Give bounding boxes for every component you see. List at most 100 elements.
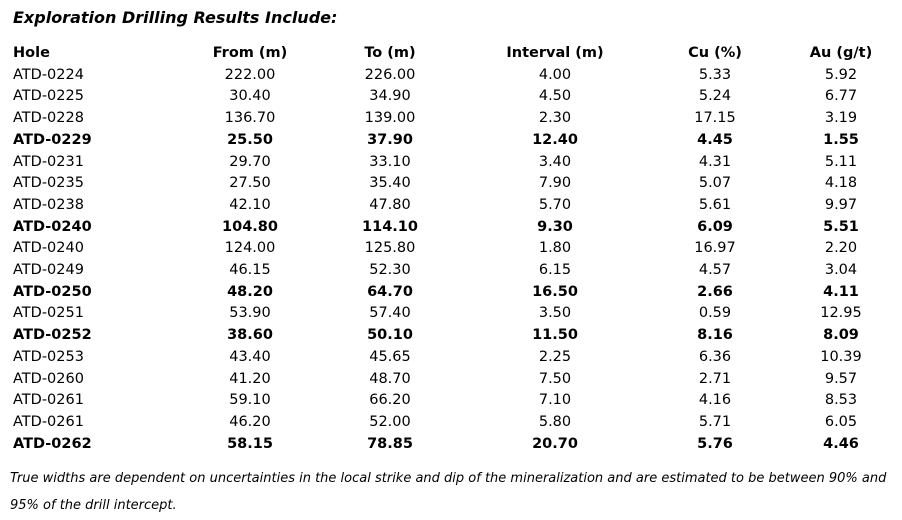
cell-hole: ATD-0249 bbox=[13, 262, 84, 279]
table-row: ATD-0238 42.10 47.80 5.70 5.61 9.97 bbox=[0, 195, 902, 217]
cell-from: 29.70 bbox=[229, 153, 271, 170]
cell-cu: 4.45 bbox=[697, 131, 733, 148]
cell-cu: 0.59 bbox=[698, 305, 732, 322]
cell-au: 9.57 bbox=[824, 370, 858, 387]
cell-from: 53.90 bbox=[229, 305, 271, 322]
cell-interval: 3.50 bbox=[538, 305, 572, 322]
cell-interval: 5.80 bbox=[538, 413, 572, 430]
cell-interval: 2.25 bbox=[538, 348, 572, 365]
cell-cu: 6.09 bbox=[697, 218, 733, 235]
drilling-results-table: Hole From (m) To (m) Interval (m) Cu (%)… bbox=[0, 43, 902, 455]
table-row: ATD-0260 41.20 48.70 7.50 2.71 9.57 bbox=[0, 369, 902, 391]
cell-from: 136.70 bbox=[224, 110, 276, 127]
cell-from: 58.15 bbox=[227, 435, 273, 452]
cell-interval: 20.70 bbox=[532, 435, 578, 452]
cell-hole: ATD-0224 bbox=[13, 66, 84, 83]
table-row: ATD-0240 104.80 114.10 9.30 6.09 5.51 bbox=[0, 217, 902, 239]
cell-cu: 16.97 bbox=[694, 240, 736, 257]
col-header-from: From (m) bbox=[212, 45, 288, 61]
cell-cu: 4.31 bbox=[698, 153, 732, 170]
cell-hole: ATD-0228 bbox=[13, 110, 84, 127]
table-row: ATD-0253 43.40 45.65 2.25 6.36 10.39 bbox=[0, 347, 902, 369]
table-header-row: Hole From (m) To (m) Interval (m) Cu (%)… bbox=[0, 43, 902, 65]
table-row: ATD-0262 58.15 78.85 20.70 5.76 4.46 bbox=[0, 434, 902, 456]
cell-au: 4.11 bbox=[823, 283, 859, 300]
cell-from: 124.00 bbox=[224, 240, 276, 257]
cell-au: 5.11 bbox=[824, 153, 858, 170]
cell-to: 52.30 bbox=[369, 262, 411, 279]
cell-to: 37.90 bbox=[367, 131, 413, 148]
cell-from: 46.15 bbox=[229, 262, 271, 279]
cell-au: 5.92 bbox=[824, 66, 858, 83]
cell-to: 48.70 bbox=[369, 370, 411, 387]
cell-cu: 5.61 bbox=[698, 196, 732, 213]
cell-interval: 7.10 bbox=[538, 392, 572, 409]
cell-au: 3.19 bbox=[824, 110, 858, 127]
cell-cu: 5.07 bbox=[698, 175, 732, 192]
cell-cu: 8.16 bbox=[697, 327, 733, 344]
table-row: ATD-0261 46.20 52.00 5.80 5.71 6.05 bbox=[0, 412, 902, 434]
cell-cu: 5.71 bbox=[698, 413, 732, 430]
cell-to: 78.85 bbox=[367, 435, 413, 452]
cell-to: 52.00 bbox=[369, 413, 411, 430]
cell-hole: ATD-0261 bbox=[13, 392, 84, 409]
cell-from: 25.50 bbox=[227, 131, 273, 148]
col-header-hole: Hole bbox=[13, 45, 50, 61]
cell-au: 2.20 bbox=[824, 240, 858, 257]
cell-hole: ATD-0240 bbox=[13, 240, 84, 257]
cell-cu: 5.76 bbox=[697, 435, 733, 452]
cell-au: 5.51 bbox=[823, 218, 859, 235]
table-row: ATD-0228 136.70 139.00 2.30 17.15 3.19 bbox=[0, 108, 902, 130]
table-row: ATD-0252 38.60 50.10 11.50 8.16 8.09 bbox=[0, 325, 902, 347]
cell-au: 3.04 bbox=[824, 262, 858, 279]
cell-to: 139.00 bbox=[364, 110, 416, 127]
cell-interval: 7.50 bbox=[538, 370, 572, 387]
cell-to: 64.70 bbox=[367, 283, 413, 300]
table-row: ATD-0250 48.20 64.70 16.50 2.66 4.11 bbox=[0, 282, 902, 304]
col-header-interval: Interval (m) bbox=[506, 45, 604, 61]
cell-au: 1.55 bbox=[823, 131, 859, 148]
cell-au: 12.95 bbox=[820, 305, 862, 322]
cell-from: 38.60 bbox=[227, 327, 273, 344]
table-row: ATD-0251 53.90 57.40 3.50 0.59 12.95 bbox=[0, 303, 902, 325]
cell-au: 6.77 bbox=[824, 88, 858, 105]
cell-au: 8.09 bbox=[823, 327, 859, 344]
cell-interval: 6.15 bbox=[538, 262, 572, 279]
cell-interval: 16.50 bbox=[532, 283, 578, 300]
cell-hole: ATD-0253 bbox=[13, 348, 84, 365]
cell-interval: 11.50 bbox=[532, 327, 578, 344]
table-row: ATD-0229 25.50 37.90 12.40 4.45 1.55 bbox=[0, 130, 902, 152]
cell-to: 34.90 bbox=[369, 88, 411, 105]
cell-hole: ATD-0252 bbox=[13, 327, 92, 344]
cell-au: 8.53 bbox=[824, 392, 858, 409]
cell-to: 226.00 bbox=[364, 66, 416, 83]
table-row: ATD-0235 27.50 35.40 7.90 5.07 4.18 bbox=[0, 173, 902, 195]
table-row: ATD-0261 59.10 66.20 7.10 4.16 8.53 bbox=[0, 390, 902, 412]
cell-interval: 5.70 bbox=[538, 196, 572, 213]
cell-to: 114.10 bbox=[362, 218, 418, 235]
cell-to: 125.80 bbox=[364, 240, 416, 257]
cell-interval: 4.00 bbox=[538, 66, 572, 83]
cell-au: 9.97 bbox=[824, 196, 858, 213]
table-body: ATD-0224 222.00 226.00 4.00 5.33 5.92 ATD-0225… bbox=[0, 65, 902, 456]
cell-from: 41.20 bbox=[229, 370, 271, 387]
cell-to: 66.20 bbox=[369, 392, 411, 409]
cell-interval: 9.30 bbox=[537, 218, 573, 235]
cell-from: 30.40 bbox=[229, 88, 271, 105]
cell-hole: ATD-0251 bbox=[13, 305, 84, 322]
col-header-cu: Cu (%) bbox=[688, 45, 742, 61]
cell-au: 4.18 bbox=[824, 175, 858, 192]
cell-from: 48.20 bbox=[227, 283, 273, 300]
cell-cu: 4.16 bbox=[698, 392, 732, 409]
col-header-au: Au (g/t) bbox=[809, 45, 873, 61]
cell-hole: ATD-0225 bbox=[13, 88, 84, 105]
cell-cu: 5.24 bbox=[698, 88, 732, 105]
cell-to: 33.10 bbox=[369, 153, 411, 170]
cell-cu: 17.15 bbox=[694, 110, 736, 127]
cell-au: 4.46 bbox=[823, 435, 859, 452]
cell-from: 59.10 bbox=[229, 392, 271, 409]
table-row: ATD-0249 46.15 52.30 6.15 4.57 3.04 bbox=[0, 260, 902, 282]
cell-hole: ATD-0231 bbox=[13, 153, 84, 170]
cell-hole: ATD-0240 bbox=[13, 218, 92, 235]
